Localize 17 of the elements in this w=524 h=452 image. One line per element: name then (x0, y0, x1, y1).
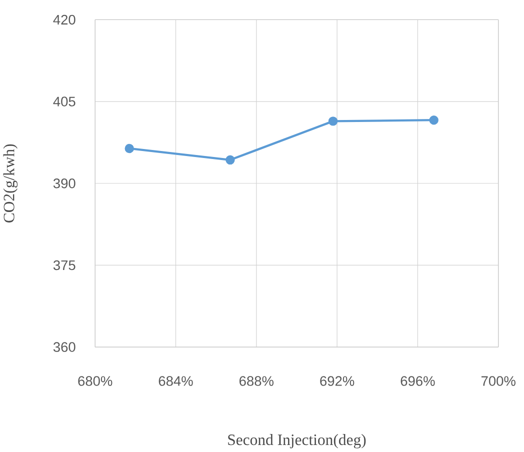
x-axis-title: Second Injection(deg) (228, 434, 366, 449)
point (328, 116, 338, 126)
y-tick-label: 375 (53, 260, 76, 270)
y-tick-label: 360 (53, 342, 76, 352)
y-tick-label: 405 (53, 96, 76, 107)
x-tick-label: 688% (240, 376, 274, 386)
point (226, 155, 235, 165)
point (429, 116, 438, 125)
x-tick-label: 696% (400, 376, 435, 386)
y-tick-label: 420 (53, 15, 76, 25)
y-tick-label: 390 (53, 178, 76, 188)
y-axis-title: CO2(g/kwh) (3, 144, 18, 223)
point (124, 144, 134, 154)
x-tick-label: 684% (158, 376, 193, 386)
x-tick-label: 692% (320, 376, 354, 386)
x-tick-label: 680% (78, 376, 112, 386)
x-tick-label: 700% (481, 376, 516, 386)
